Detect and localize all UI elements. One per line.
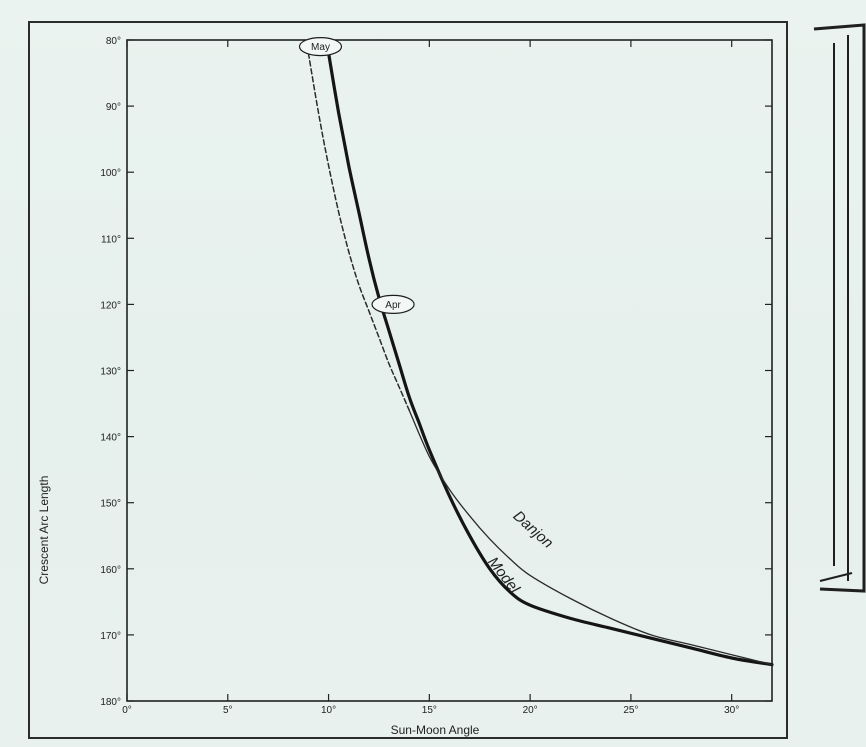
y-axis-title: Crescent Arc Length bbox=[37, 476, 51, 585]
axis-ticks: 0° 5° 10° 15° 20° 25° 30° 80° 90° 100° 110° 120° 130… bbox=[100, 36, 772, 716]
x-tick-label: 25° bbox=[623, 705, 638, 716]
x-tick-label: 30° bbox=[724, 705, 739, 716]
x-tick-label: 5° bbox=[223, 705, 233, 716]
danjon-curve bbox=[408, 409, 773, 666]
month-marker-apr bbox=[371, 294, 415, 314]
month-label-may: May bbox=[311, 42, 330, 53]
y-tick-label: 120° bbox=[100, 300, 121, 311]
danjon-curve-label: Danjon bbox=[510, 507, 557, 551]
dashed-curve bbox=[307, 52, 410, 411]
x-tick-label: 20° bbox=[523, 705, 538, 716]
y-tick-label: 80° bbox=[106, 36, 121, 47]
y-tick-label: 130° bbox=[100, 367, 121, 378]
model-curve bbox=[327, 51, 774, 667]
y-tick-label: 90° bbox=[106, 102, 121, 113]
y-tick-label: 160° bbox=[100, 565, 121, 576]
y-tick-label: 150° bbox=[100, 499, 121, 510]
y-tick-label: 180° bbox=[100, 697, 121, 708]
adjacent-page-edge bbox=[813, 23, 866, 593]
model-curve-label: Model bbox=[484, 554, 523, 597]
figure-frame bbox=[28, 21, 788, 739]
x-tick-label: 10° bbox=[321, 705, 336, 716]
annotations-layer: May Apr bbox=[298, 37, 415, 314]
plot-area bbox=[126, 39, 773, 702]
month-marker-may bbox=[298, 37, 343, 57]
y-tick-label: 140° bbox=[100, 433, 121, 444]
y-tick-label: 170° bbox=[100, 631, 121, 642]
month-label-apr: Apr bbox=[385, 300, 401, 311]
y-tick-label: 100° bbox=[100, 168, 121, 179]
x-tick-label: 15° bbox=[422, 705, 437, 716]
x-axis-title: Sun-Moon Angle bbox=[391, 723, 480, 737]
x-tick-label: 0° bbox=[122, 705, 132, 716]
y-tick-label: 110° bbox=[101, 234, 121, 245]
